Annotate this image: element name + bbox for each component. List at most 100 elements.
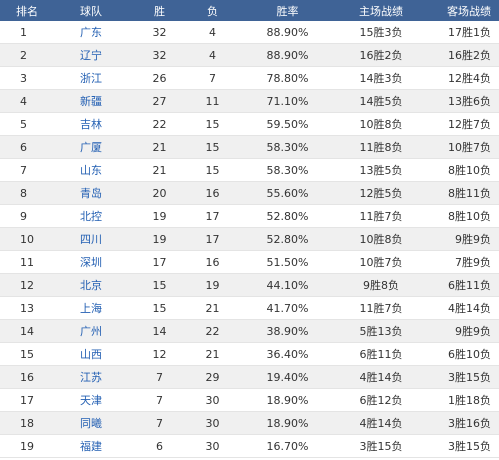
- cell-wins: 17: [152, 255, 167, 269]
- cell-team[interactable]: 辽宁: [80, 49, 102, 62]
- cell-rank: 6: [20, 140, 27, 154]
- table-row: 19 福建 6 30 16.70% 3胜15负 3胜15负: [0, 435, 499, 458]
- cell-team[interactable]: 浙江: [80, 72, 102, 85]
- cell-home: 6胜11负: [359, 348, 403, 361]
- cell-losses: 15: [205, 140, 220, 154]
- cell-rank: 13: [20, 301, 34, 315]
- cell-rank: 10: [20, 232, 34, 246]
- cell-rank: 18: [20, 416, 34, 430]
- cell-pct: 16.70%: [266, 439, 309, 453]
- table-row: 18 同曦 7 30 18.90% 4胜14负 3胜16负: [0, 412, 499, 435]
- cell-away: 12胜4负: [448, 72, 491, 85]
- cell-team[interactable]: 四川: [80, 233, 102, 246]
- cell-rank: 4: [20, 94, 27, 108]
- cell-pct: 88.90%: [266, 25, 309, 39]
- cell-away: 3胜16负: [448, 417, 491, 430]
- cell-home: 9胜8负: [363, 279, 399, 292]
- cell-pct: 19.40%: [266, 370, 309, 384]
- cell-wins: 15: [152, 301, 167, 315]
- cell-away: 6胜11负: [448, 279, 491, 292]
- cell-wins: 7: [156, 370, 163, 384]
- cell-away: 17胜1负: [448, 26, 491, 39]
- cell-team[interactable]: 江苏: [80, 371, 102, 384]
- cell-away: 1胜18负: [448, 394, 491, 407]
- cell-rank: 14: [20, 324, 34, 338]
- cell-team[interactable]: 北控: [80, 210, 102, 223]
- cell-team[interactable]: 同曦: [80, 417, 102, 430]
- cell-home: 12胜5负: [359, 187, 403, 200]
- cell-team[interactable]: 青岛: [80, 187, 102, 200]
- header-losses: 负: [207, 4, 218, 18]
- cell-team[interactable]: 吉林: [80, 118, 102, 131]
- table-row: 11 深圳 17 16 51.50% 10胜7负 7胜9负: [0, 251, 499, 274]
- cell-rank: 15: [20, 347, 34, 361]
- cell-pct: 71.10%: [266, 94, 309, 108]
- table-row: 10 四川 19 17 52.80% 10胜8负 9胜9负: [0, 228, 499, 251]
- header-away: 客场战绩: [447, 4, 491, 18]
- cell-team[interactable]: 天津: [80, 394, 102, 407]
- header-team: 球队: [80, 4, 102, 18]
- cell-home: 11胜7负: [359, 302, 403, 315]
- cell-home: 13胜5负: [359, 164, 403, 177]
- cell-away: 6胜10负: [448, 348, 491, 361]
- cell-rank: 12: [20, 278, 34, 292]
- table-header: 排名 球队 胜 负 胜率 主场战绩 客场战绩: [0, 0, 499, 21]
- table-row: 14 广州 14 22 38.90% 5胜13负 9胜9负: [0, 320, 499, 343]
- cell-wins: 6: [156, 439, 163, 453]
- cell-home: 15胜3负: [359, 26, 403, 39]
- cell-team[interactable]: 广东: [80, 26, 102, 39]
- cell-losses: 30: [205, 439, 220, 453]
- cell-losses: 21: [205, 347, 220, 361]
- cell-losses: 19: [205, 278, 220, 292]
- table-row: 1 广东 32 4 88.90% 15胜3负 17胜1负: [0, 21, 499, 44]
- cell-rank: 2: [20, 48, 27, 62]
- cell-team[interactable]: 广厦: [80, 141, 102, 154]
- cell-wins: 32: [152, 48, 167, 62]
- cell-pct: 18.90%: [266, 393, 309, 407]
- cell-home: 11胜7负: [359, 210, 403, 223]
- cell-losses: 30: [205, 393, 220, 407]
- cell-team[interactable]: 深圳: [80, 256, 102, 269]
- cell-wins: 14: [152, 324, 167, 338]
- cell-wins: 19: [152, 232, 167, 246]
- cell-team[interactable]: 新疆: [80, 95, 102, 108]
- cell-rank: 5: [20, 117, 27, 131]
- cell-team[interactable]: 福建: [80, 440, 102, 453]
- cell-home: 10胜8负: [359, 233, 403, 246]
- cell-wins: 27: [152, 94, 167, 108]
- cell-home: 16胜2负: [359, 49, 403, 62]
- cell-losses: 15: [205, 117, 220, 131]
- cell-team[interactable]: 广州: [80, 325, 102, 338]
- cell-team[interactable]: 北京: [80, 279, 102, 292]
- cell-rank: 1: [20, 25, 27, 39]
- cell-home: 3胜15负: [359, 440, 403, 453]
- cell-wins: 20: [152, 186, 167, 200]
- cell-pct: 36.40%: [266, 347, 309, 361]
- cell-away: 9胜9负: [455, 233, 491, 246]
- cell-losses: 4: [209, 25, 216, 39]
- cell-team[interactable]: 上海: [80, 302, 102, 315]
- cell-away: 8胜10负: [448, 210, 491, 223]
- cell-team[interactable]: 山西: [80, 348, 102, 361]
- table-row: 7 山东 21 15 58.30% 13胜5负 8胜10负: [0, 159, 499, 182]
- cell-wins: 19: [152, 209, 167, 223]
- header-home: 主场战绩: [359, 4, 403, 18]
- cell-home: 11胜8负: [359, 141, 403, 154]
- table-body: 1 广东 32 4 88.90% 15胜3负 17胜1负 2 辽宁 32 4 88.90% 16胜2负 1…: [0, 21, 499, 458]
- cell-pct: 55.60%: [266, 186, 309, 200]
- cell-home: 6胜12负: [359, 394, 403, 407]
- cell-away: 8胜11负: [448, 187, 491, 200]
- cell-rank: 19: [20, 439, 34, 453]
- table-row: 6 广厦 21 15 58.30% 11胜8负 10胜7负: [0, 136, 499, 159]
- cell-losses: 17: [205, 209, 220, 223]
- cell-losses: 16: [205, 255, 220, 269]
- cell-pct: 38.90%: [266, 324, 309, 338]
- header-rank: 排名: [16, 4, 38, 18]
- cell-home: 5胜13负: [359, 325, 403, 338]
- cell-pct: 18.90%: [266, 416, 309, 430]
- cell-away: 16胜2负: [448, 49, 491, 62]
- table-row: 15 山西 12 21 36.40% 6胜11负 6胜10负: [0, 343, 499, 366]
- cell-wins: 12: [152, 347, 167, 361]
- cell-team[interactable]: 山东: [80, 164, 102, 177]
